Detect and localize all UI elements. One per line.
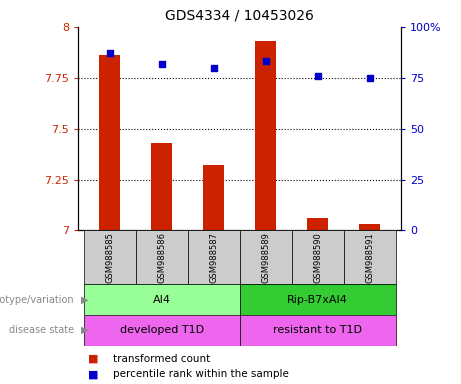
- Bar: [307, 218, 328, 230]
- Point: [366, 74, 373, 81]
- Bar: [203, 165, 224, 230]
- Bar: [240, 315, 396, 346]
- Text: transformed count: transformed count: [113, 354, 210, 364]
- Text: resistant to T1D: resistant to T1D: [273, 325, 362, 335]
- Bar: [136, 230, 188, 284]
- Text: disease state: disease state: [9, 325, 74, 335]
- Bar: [360, 224, 380, 230]
- Bar: [240, 284, 396, 315]
- Text: developed T1D: developed T1D: [119, 325, 204, 335]
- Text: ▶: ▶: [81, 325, 88, 335]
- Point: [262, 58, 269, 65]
- Text: AI4: AI4: [153, 295, 171, 305]
- Point: [314, 73, 321, 79]
- Point: [210, 65, 218, 71]
- Text: GSM988586: GSM988586: [157, 232, 166, 283]
- Text: GSM988587: GSM988587: [209, 232, 218, 283]
- Bar: [83, 230, 136, 284]
- Title: GDS4334 / 10453026: GDS4334 / 10453026: [165, 9, 314, 23]
- Text: ▶: ▶: [81, 295, 88, 305]
- Bar: [99, 55, 120, 230]
- Bar: [292, 230, 344, 284]
- Text: GSM988589: GSM988589: [261, 232, 270, 283]
- Point: [158, 60, 165, 66]
- Bar: [83, 284, 240, 315]
- Bar: [151, 143, 172, 230]
- Bar: [344, 230, 396, 284]
- Bar: [240, 230, 292, 284]
- Bar: [188, 230, 240, 284]
- Text: GSM988591: GSM988591: [365, 232, 374, 283]
- Text: ■: ■: [88, 369, 98, 379]
- Text: Rip-B7xAI4: Rip-B7xAI4: [287, 295, 348, 305]
- Text: percentile rank within the sample: percentile rank within the sample: [113, 369, 289, 379]
- Bar: [255, 41, 276, 230]
- Text: genotype/variation: genotype/variation: [0, 295, 74, 305]
- Bar: [83, 315, 240, 346]
- Text: GSM988585: GSM988585: [105, 232, 114, 283]
- Point: [106, 50, 113, 56]
- Text: ■: ■: [88, 354, 98, 364]
- Text: GSM988590: GSM988590: [313, 232, 322, 283]
